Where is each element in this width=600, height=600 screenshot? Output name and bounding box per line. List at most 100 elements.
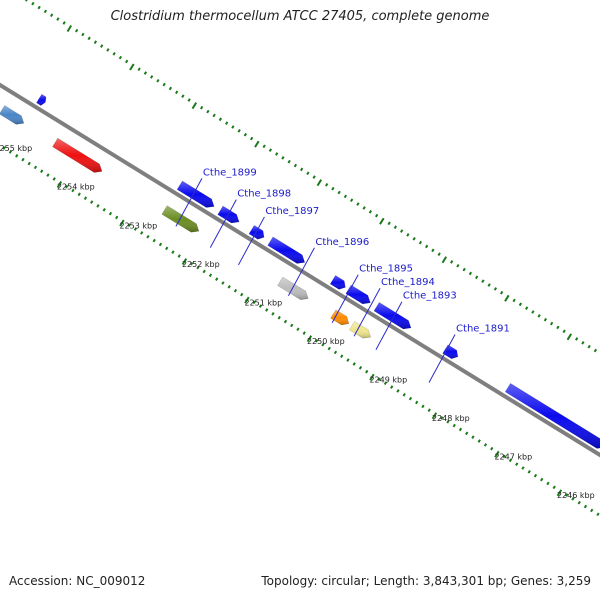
ruler-dot bbox=[146, 234, 150, 239]
gene-label[interactable]: Cthe_1893 bbox=[403, 291, 457, 302]
ruler-dot bbox=[102, 207, 106, 212]
backbone-line bbox=[0, 82, 600, 458]
ruler-dot bbox=[477, 439, 481, 443]
ruler-dot bbox=[406, 233, 410, 237]
ruler-dot bbox=[143, 71, 148, 75]
feature-shading bbox=[349, 321, 371, 339]
ruler-dot bbox=[562, 329, 566, 334]
ruler-dot bbox=[77, 192, 81, 197]
feature-shading bbox=[330, 309, 349, 326]
ruler-dot bbox=[243, 132, 248, 137]
ruler-dot bbox=[96, 204, 100, 208]
gene-label[interactable]: Cthe_1894 bbox=[381, 277, 435, 288]
ruler-dot bbox=[40, 169, 44, 174]
ruler-dot bbox=[343, 194, 348, 199]
ruler-dot bbox=[552, 485, 556, 490]
tick-label: 2251 kbp bbox=[244, 298, 282, 307]
feature-shading bbox=[36, 94, 47, 106]
ruler-dot bbox=[177, 254, 181, 258]
gene-labels: Cthe_1899 Cthe_1898 Cthe_1897 Cthe_1896 Cthe… bbox=[175, 167, 510, 383]
ruler-dot bbox=[462, 267, 466, 272]
gene-label[interactable]: Cthe_1898 bbox=[237, 189, 291, 200]
ruler-dot bbox=[171, 250, 175, 254]
ruler-dot bbox=[158, 242, 163, 247]
ruler-dot bbox=[206, 109, 210, 114]
ruler-dot bbox=[15, 154, 19, 158]
ruler-dot bbox=[33, 165, 38, 170]
ruler-dot bbox=[333, 350, 338, 355]
ruler-dot bbox=[71, 188, 75, 193]
feature-shading bbox=[345, 285, 371, 304]
ruler-dot bbox=[152, 238, 156, 243]
tick-label: 2252 kbp bbox=[182, 260, 220, 269]
ruler-dot bbox=[100, 44, 104, 48]
ruler-dot bbox=[550, 321, 554, 326]
gene-label[interactable]: Cthe_1891 bbox=[456, 323, 510, 334]
gene-label-leader bbox=[375, 301, 403, 350]
gene-label-leader bbox=[209, 199, 237, 248]
ruler-dot bbox=[587, 344, 591, 349]
ruler-dot bbox=[208, 273, 213, 278]
ruler-dot bbox=[393, 225, 398, 230]
ruler-dot bbox=[321, 342, 325, 347]
ruler-dot bbox=[112, 51, 116, 56]
ruler-dot bbox=[481, 279, 485, 283]
ruler-dot bbox=[115, 215, 119, 220]
ruler-dot bbox=[402, 392, 406, 397]
ruler-dot bbox=[190, 261, 194, 266]
ruler-dot bbox=[521, 466, 525, 470]
ruler-dot bbox=[458, 427, 463, 432]
ruler-dot bbox=[590, 508, 594, 513]
ruler-dot bbox=[191, 102, 198, 110]
ruler-dot bbox=[118, 55, 123, 60]
ruler-dot bbox=[340, 354, 344, 359]
ruler-dot bbox=[441, 256, 448, 264]
gene-label[interactable]: Cthe_1899 bbox=[203, 167, 257, 178]
ruler-dot bbox=[187, 98, 191, 102]
ruler-dot bbox=[415, 400, 419, 405]
ruler-dot bbox=[66, 24, 73, 32]
ruler-dot bbox=[316, 179, 323, 187]
ruler-dot bbox=[244, 296, 250, 304]
ruler-dot bbox=[46, 173, 50, 177]
ruler-dot bbox=[437, 252, 441, 256]
ruler-dot bbox=[8, 150, 13, 154]
map-title: Clostridium thermocellum ATCC 27405, com… bbox=[110, 9, 490, 24]
ruler-dot bbox=[504, 294, 510, 302]
ruler-dot bbox=[106, 48, 110, 52]
feature-shading bbox=[442, 344, 458, 359]
ruler-dot bbox=[175, 90, 179, 95]
ruler-dot bbox=[540, 477, 544, 482]
ruler-dot bbox=[168, 86, 173, 91]
ruler-dot bbox=[302, 331, 306, 335]
ruler-dot bbox=[508, 458, 513, 463]
ruler-dot bbox=[254, 140, 260, 148]
ruler-dot bbox=[87, 36, 91, 41]
ruler-dot bbox=[502, 454, 506, 459]
ruler-dot bbox=[487, 283, 491, 287]
ruler-dot bbox=[56, 17, 60, 21]
ruler-dot bbox=[296, 327, 300, 332]
ruler-dot bbox=[556, 489, 563, 497]
ruler-dot bbox=[237, 129, 241, 133]
ruler-dot bbox=[233, 288, 238, 293]
gene-label[interactable]: Cthe_1896 bbox=[315, 237, 369, 248]
feature-shading bbox=[373, 302, 411, 329]
ruler-dot bbox=[456, 263, 460, 268]
ruler-dot bbox=[369, 373, 375, 381]
ruler-dot bbox=[512, 298, 516, 303]
ruler-dot bbox=[133, 227, 138, 231]
gene-label[interactable]: Cthe_1895 bbox=[359, 264, 413, 275]
ruler-inner bbox=[25, 0, 598, 353]
ruler-dot bbox=[377, 377, 381, 382]
ruler-dot bbox=[65, 184, 69, 189]
ruler-dot bbox=[396, 389, 400, 393]
gene-label[interactable]: Cthe_1897 bbox=[265, 206, 319, 217]
ruler-dot bbox=[577, 500, 581, 505]
ruler-dot bbox=[202, 269, 206, 274]
ruler-dot bbox=[531, 310, 535, 314]
ruler-dot bbox=[515, 462, 519, 466]
ruler-dot bbox=[129, 63, 135, 71]
ruler-dot bbox=[537, 314, 541, 318]
